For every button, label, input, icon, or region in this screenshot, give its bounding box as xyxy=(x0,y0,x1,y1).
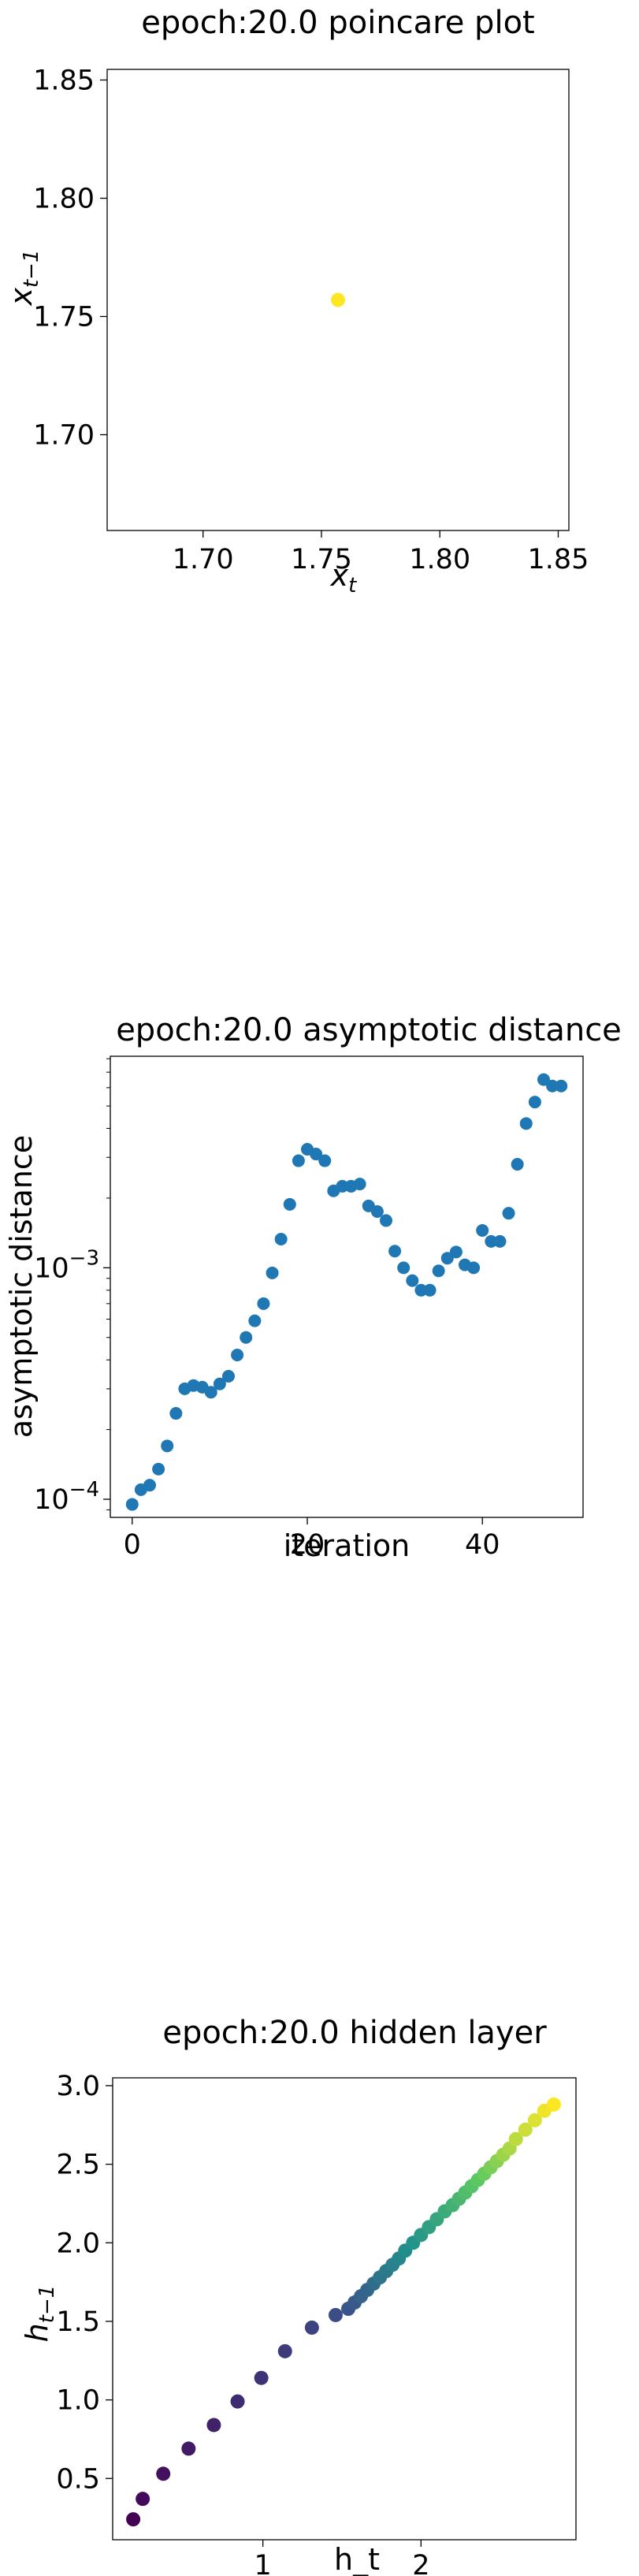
x-tick-label: 1.75 xyxy=(291,544,352,575)
data-point xyxy=(502,1207,515,1220)
asymptotic-distance-chart: epoch:20.0 asymptotic distance 10−4 10−3 … xyxy=(0,1001,639,1569)
data-point xyxy=(222,1369,235,1383)
data-point xyxy=(519,1117,533,1130)
data-point xyxy=(546,1079,559,1093)
y-tick-label: 10−3 xyxy=(34,1246,99,1284)
chart-title: epoch:20.0 hidden layer xyxy=(162,2015,547,2051)
y-axis-label: xt−1 xyxy=(4,249,43,306)
y-tick-label: 3.0 xyxy=(56,2071,100,2102)
asymptotic-distance-svg: epoch:20.0 asymptotic distance 10−410−3 … xyxy=(4,1012,622,1563)
x-tick-label: 2 xyxy=(412,2550,429,2576)
poincare-chart: epoch:20.0 poincare plot 1.70 1.75 1.80 1.8… xyxy=(0,0,639,599)
data-point xyxy=(467,1261,481,1275)
chart-title: epoch:20.0 poincare plot xyxy=(141,5,534,41)
data-point xyxy=(528,1096,541,1109)
data-point xyxy=(518,2122,533,2137)
x-tick-label: 40 xyxy=(465,1529,500,1561)
data-point xyxy=(449,1245,463,1259)
data-point xyxy=(136,2492,150,2507)
data-point xyxy=(537,1073,550,1086)
y-tick-label: 1.80 xyxy=(33,184,95,215)
data-point xyxy=(310,1148,323,1161)
x-axis-label: xt xyxy=(330,558,358,597)
data-point xyxy=(331,292,345,307)
data-point xyxy=(152,1462,165,1476)
y-tick-label: 1.70 xyxy=(33,420,95,452)
chart-title: epoch:20.0 asymptotic distance xyxy=(116,1012,622,1048)
data-point xyxy=(440,1252,454,1265)
data-point xyxy=(206,2418,221,2433)
plot-frame xyxy=(106,69,570,531)
data-point xyxy=(143,1479,156,1492)
x-tick-label: 1.80 xyxy=(409,544,470,575)
poincare-plot-svg: epoch:20.0 poincare plot 1.70 1.75 1.80 1.8… xyxy=(4,5,589,597)
data-point xyxy=(493,1234,507,1248)
x-tick-label: 0 xyxy=(124,1529,141,1561)
data-point xyxy=(283,1197,296,1211)
y-tick-label: 1.85 xyxy=(33,65,95,97)
y-tick-label: 1.5 xyxy=(56,2306,100,2338)
data-point xyxy=(406,1274,419,1287)
data-point xyxy=(254,2370,269,2385)
data-point xyxy=(257,1297,270,1310)
data-point xyxy=(304,2320,319,2335)
data-point xyxy=(555,1079,568,1093)
data-point xyxy=(125,1498,139,1511)
y-tick-label: 10−4 xyxy=(34,1478,99,1516)
data-point xyxy=(328,2307,343,2322)
data-point xyxy=(397,1261,411,1275)
x-axis-label: h_t xyxy=(334,2542,380,2576)
x-tick-label: 1.85 xyxy=(528,544,589,575)
x-tick-label: 1.70 xyxy=(173,544,234,575)
y-tick-label: 1.75 xyxy=(33,302,95,333)
hidden-layer-chart: epoch:20.0 hidden layer 0.5 1.0 1.5 2.0 2.5 3… xyxy=(0,2002,639,2576)
data-point xyxy=(277,2343,292,2358)
data-point xyxy=(485,1234,498,1248)
data-point xyxy=(292,1154,305,1167)
data-point xyxy=(423,1283,437,1297)
hidden-layer-svg: epoch:20.0 hidden layer 0.5 1.0 1.5 2.0 2.5 3… xyxy=(20,2015,577,2576)
data-point xyxy=(213,1377,226,1390)
data-point xyxy=(388,1245,402,1258)
y-axis-label: asymptotic distance xyxy=(4,1135,39,1438)
data-point xyxy=(370,1204,384,1218)
plot-frame xyxy=(110,1055,584,1518)
data-point xyxy=(248,1314,262,1327)
y-tick-label: 1.0 xyxy=(56,2385,100,2417)
data-point xyxy=(546,2097,561,2112)
data-point xyxy=(511,1158,524,1171)
plot-frame xyxy=(112,2077,577,2541)
data-point xyxy=(432,1264,445,1278)
data-point xyxy=(527,2113,542,2127)
data-point xyxy=(266,1266,279,1279)
data-point xyxy=(181,2441,196,2456)
data-point xyxy=(336,1179,349,1193)
data-point xyxy=(204,1386,217,1399)
x-axis-label: iteration xyxy=(284,1528,411,1563)
data-point xyxy=(240,1331,253,1344)
data-point xyxy=(508,2131,523,2146)
data-point xyxy=(230,2394,245,2409)
data-point xyxy=(169,1407,183,1420)
data-point xyxy=(380,1214,392,1227)
data-point xyxy=(161,1439,174,1453)
data-point xyxy=(126,2512,141,2527)
data-point xyxy=(231,1348,244,1361)
data-point xyxy=(353,1178,366,1191)
y-tick-label: 2.0 xyxy=(56,2228,100,2259)
y-tick-label: 2.5 xyxy=(56,2150,100,2181)
x-tick-label: 1 xyxy=(254,2550,272,2576)
x-tick-label: 20 xyxy=(290,1529,325,1561)
data-point xyxy=(414,1283,428,1297)
data-point xyxy=(274,1232,288,1245)
y-axis-label: ht−1 xyxy=(20,2285,59,2343)
data-point xyxy=(318,1154,332,1167)
y-tick-label: 0.5 xyxy=(56,2463,100,2495)
data-point xyxy=(156,2466,171,2481)
data-point xyxy=(476,1223,489,1237)
